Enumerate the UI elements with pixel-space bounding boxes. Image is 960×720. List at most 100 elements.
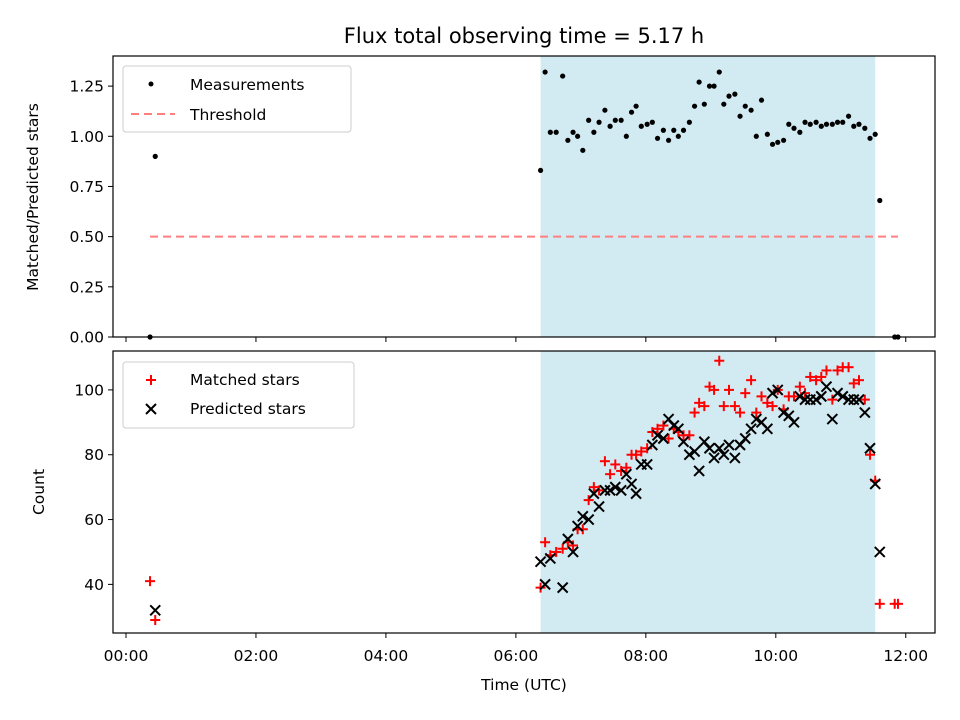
matched-star-point [724, 384, 735, 395]
top-legend-frame [122, 65, 352, 133]
x-tick-label: 04:00 [364, 647, 409, 665]
predicted-star-point [718, 449, 730, 461]
measurement-point [633, 103, 639, 109]
bottom-panel: 40 60 80 100 00:00 02:00 04:00 06:00 08:00 10:00… [30, 350, 936, 694]
legend-predicted-label: Predicted stars [190, 400, 306, 418]
top-y-tick-label: 0.00 [69, 329, 104, 347]
measurement-point [813, 119, 819, 125]
matched-star-point [557, 543, 568, 554]
predicted-star-point [567, 546, 579, 558]
matched-star-point [689, 407, 700, 418]
measurement-point [753, 133, 759, 139]
matched-star-point [652, 423, 663, 434]
predicted-star-point [799, 393, 811, 406]
bottom-x-ticks: 00:00 02:00 04:00 06:00 08:00 10:00 12:00 [104, 633, 928, 665]
predicted-star-point [739, 432, 751, 445]
measurement-point [542, 69, 548, 75]
predicted-star-point [571, 520, 584, 532]
matched-star-point [853, 375, 864, 386]
measurement-point [696, 79, 702, 85]
matched-star-point [843, 362, 854, 373]
predicted-star-point [842, 393, 855, 406]
measurement-point [877, 197, 883, 204]
predicted-star-point [788, 416, 800, 429]
matched-star-point [551, 546, 562, 557]
measurement-point [856, 121, 862, 127]
predicted-star-point [593, 500, 605, 513]
measurement-point [840, 119, 846, 125]
chart-title: Flux total observing time = 5.17 h [344, 24, 704, 48]
measurement-point [547, 129, 553, 135]
matched-star-point [150, 615, 161, 626]
measurement-point [726, 93, 732, 99]
top-y-axis-label: Matched/Predicted stars [24, 103, 42, 291]
legend-measurements-marker [148, 81, 154, 87]
measurement-point [553, 129, 559, 135]
measurement-point [829, 121, 835, 127]
predicted-star-point [703, 442, 716, 454]
matched-star-point [583, 495, 594, 506]
measurement-point [628, 109, 635, 115]
predicted-star-point [588, 487, 600, 500]
measurement-point [797, 129, 803, 135]
matched-star-point [762, 397, 773, 408]
measurement-point [764, 131, 770, 137]
x-tick-label: 12:00 [883, 647, 928, 665]
bottom-y-ticks: 40 60 80 100 [74, 381, 113, 594]
predicted-star-point [869, 478, 881, 490]
x-tick-label: 08:00 [624, 647, 669, 665]
predicted-star-point [683, 449, 696, 461]
measurement-point [818, 123, 824, 129]
predicted-star-point [582, 513, 595, 526]
predicted-star-point [604, 484, 616, 497]
matched-star-point [709, 384, 720, 395]
predicted-star-point [848, 393, 860, 406]
bottom-legend: Matched stars Predicted stars [122, 361, 355, 429]
matched-star-point [729, 401, 740, 412]
legend-threshold-label: Threshold [189, 106, 266, 124]
predicted-star-point [810, 393, 822, 406]
matched-star-point [663, 433, 674, 444]
x-tick-label: 02:00 [234, 647, 279, 665]
matched-star-point [605, 469, 616, 480]
predicted-star-point [761, 423, 774, 435]
matched-star-point [848, 378, 859, 389]
predicted-star-point [657, 432, 670, 445]
matched-star-point [865, 449, 876, 460]
predicted-star-point [615, 484, 627, 497]
measurement-point [867, 135, 873, 141]
predicted-star-point [864, 442, 876, 454]
measurement-point [580, 147, 586, 153]
predicted-star-point [859, 406, 871, 419]
predicted-star-point [820, 380, 833, 393]
predicted-star-point [772, 384, 784, 396]
matched-star-point [568, 540, 579, 551]
predicted-star-point [837, 390, 849, 403]
measurement-point [775, 139, 781, 145]
measurement-points [147, 69, 901, 340]
measurement-point [737, 113, 743, 119]
top-axes-frame [112, 55, 936, 338]
matched-star-point [788, 391, 799, 402]
predicted-star-point [556, 581, 569, 594]
matched-star-point [794, 381, 805, 392]
predicted-stars-points [149, 380, 886, 617]
predicted-star-point [646, 439, 659, 451]
bottom-y-tick-label: 60 [84, 511, 104, 529]
top-legend: Measurements Threshold [122, 65, 352, 133]
matched-star-point [684, 430, 695, 441]
predicted-star-point [766, 387, 779, 399]
predicted-star-point [815, 390, 827, 403]
x-tick-label: 10:00 [753, 647, 798, 665]
predicted-star-point [688, 445, 701, 458]
measurement-point [823, 121, 830, 127]
matched-star-point [740, 388, 751, 399]
x-tick-label: 00:00 [104, 647, 149, 665]
top-panel: 0.00 0.25 0.50 0.75 1.00 1.25 Matched/Predict… [24, 55, 936, 347]
predicted-star-point [874, 546, 886, 558]
measurement-point [701, 101, 707, 107]
predicted-star-point [713, 442, 725, 454]
matched-star-point [599, 456, 610, 467]
matched-star-point [540, 537, 551, 548]
